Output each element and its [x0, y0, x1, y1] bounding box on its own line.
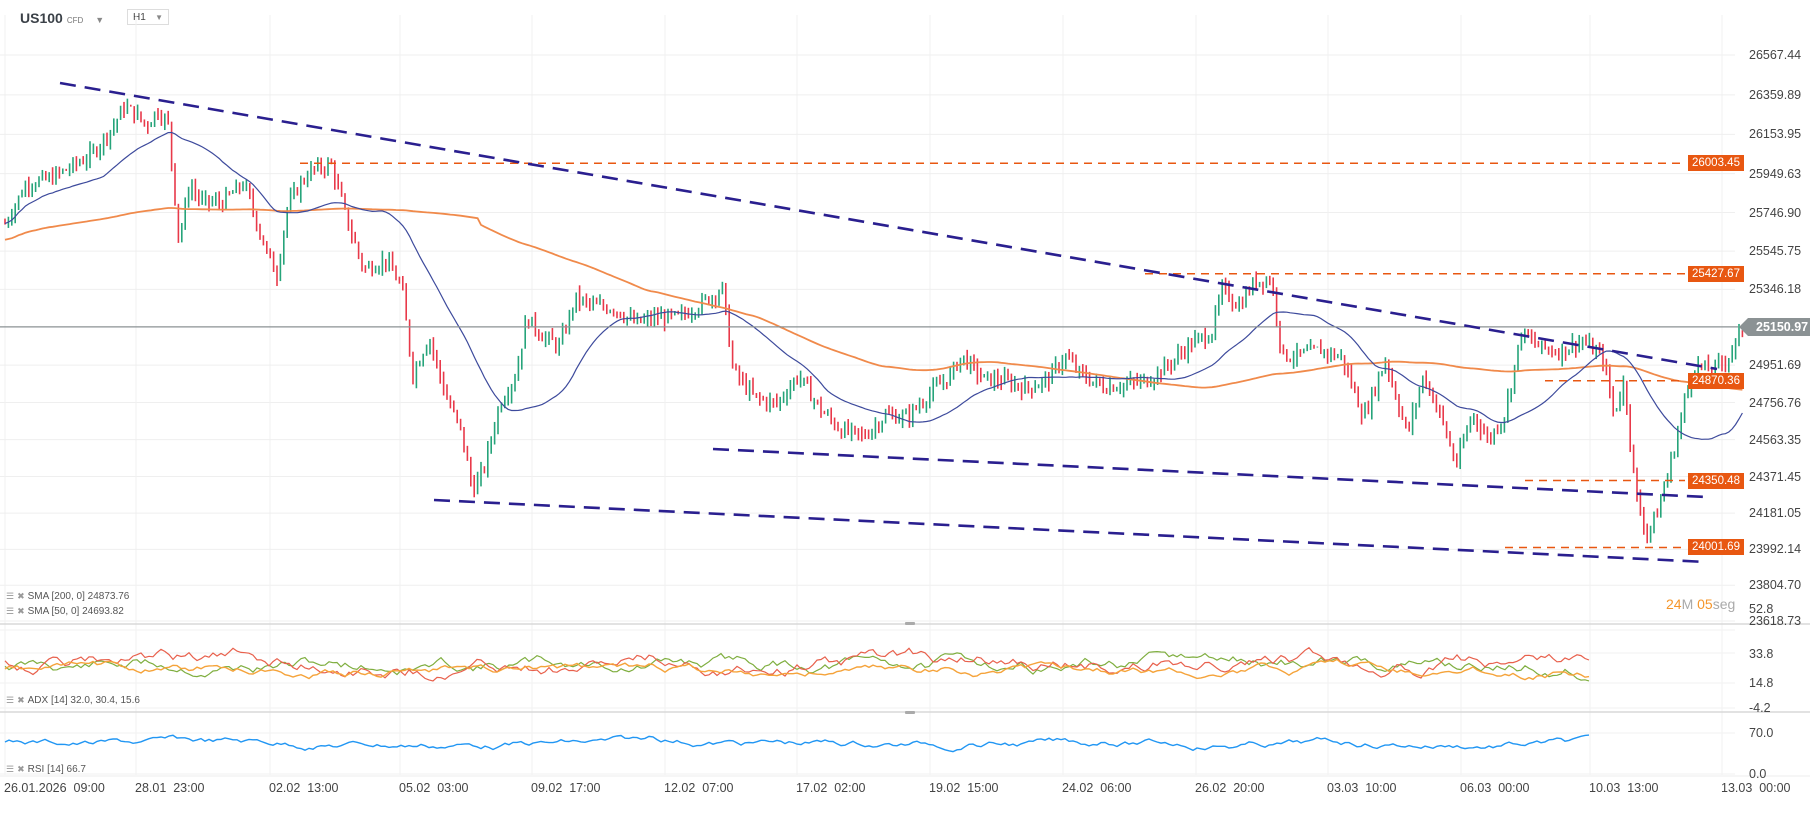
settings-icon[interactable]: ☰ — [6, 764, 15, 774]
legend-adx[interactable]: ☰ ✖ ADX [14] 32.0, 30.4, 15.6 — [6, 695, 140, 706]
settings-icon[interactable]: ☰ — [6, 606, 15, 616]
candle-countdown: 24M 05seg — [1666, 596, 1736, 612]
trendline — [59, 81, 1718, 371]
current-price-tag: 25150.97 — [1738, 317, 1810, 336]
adx-axis-label: 33.8 — [1749, 647, 1774, 661]
adx-axis-label: -4.2 — [1749, 701, 1771, 715]
legend-sma50[interactable]: ☰ ✖ SMA [50, 0] 24693.82 — [6, 606, 124, 617]
close-icon[interactable]: ✖ — [17, 606, 25, 616]
time-axis-label: 13.03 00:00 — [1721, 781, 1791, 795]
time-axis-label: 05.02 03:00 — [399, 781, 469, 795]
time-axis-label: 12.02 07:00 — [664, 781, 734, 795]
symbol-name: US100 — [20, 10, 63, 26]
time-axis-label: 09.02 17:00 — [531, 781, 601, 795]
trendline — [433, 498, 1707, 564]
price-axis-label: 26567.44 — [1749, 48, 1802, 62]
price-axis-label: 24563.35 — [1749, 432, 1802, 447]
price-level-tag[interactable]: 24001.69 — [1688, 539, 1744, 556]
price-level-tag[interactable]: 25427.67 — [1688, 265, 1744, 282]
symbol-type: CFD — [66, 16, 84, 25]
adx-axis-label: 52.8 — [1749, 602, 1774, 616]
time-axis-label: 19.02 15:00 — [929, 781, 999, 795]
price-axis-label: 25746.90 — [1749, 205, 1802, 220]
rsi-axis-label: 70.0 — [1749, 726, 1774, 740]
chart-toolbar: US100 CFD ▼ H1 ▼ — [0, 0, 1810, 34]
sma200-line — [4, 207, 1743, 391]
price-axis-label: 24371.45 — [1749, 469, 1802, 484]
close-icon[interactable]: ✖ — [17, 764, 25, 774]
price-axis-label: 23618.73 — [1749, 614, 1802, 628]
adx-axis-label: 14.8 — [1749, 676, 1774, 690]
price-axis-label: 23992.14 — [1749, 542, 1802, 557]
settings-icon[interactable]: ☰ — [6, 695, 15, 705]
price-axis-label: 23804.70 — [1749, 578, 1802, 593]
legend-sma200[interactable]: ☰ ✖ SMA [200, 0] 24873.76 — [6, 591, 130, 602]
time-axis-label: 17.02 02:00 — [796, 781, 866, 795]
time-axis-label: 28.01 23:00 — [135, 781, 205, 795]
price-axis-label: 26359.89 — [1749, 87, 1802, 102]
time-axis-label: 24.02 06:00 — [1062, 781, 1132, 795]
price-axis-label: 24181.05 — [1749, 506, 1802, 521]
time-axis-label: 10.03 13:00 — [1589, 781, 1659, 795]
settings-icon[interactable]: ☰ — [6, 591, 15, 601]
legend-rsi[interactable]: ☰ ✖ RSI [14] 66.7 — [6, 764, 86, 775]
trendline — [712, 447, 1707, 499]
time-axis-label: 26.02 20:00 — [1195, 781, 1265, 795]
price-level-tag[interactable]: 24350.48 — [1688, 472, 1744, 489]
timeframe-value: H1 — [133, 11, 146, 23]
sma50-line — [4, 131, 1743, 440]
price-axis-label: 24951.69 — [1749, 358, 1802, 373]
price-level-tag[interactable]: 26003.45 — [1688, 155, 1744, 172]
close-icon[interactable]: ✖ — [17, 591, 25, 601]
rsi-axis-label: 0.0 — [1749, 767, 1767, 781]
price-axis-label: 25346.18 — [1749, 282, 1802, 297]
time-axis-label: 02.02 13:00 — [269, 781, 339, 795]
time-axis-label: 03.03 10:00 — [1327, 781, 1397, 795]
price-axis-label: 25949.63 — [1749, 166, 1802, 181]
chevron-down-icon: ▼ — [95, 15, 105, 25]
price-axis-label: 24756.76 — [1749, 395, 1802, 410]
chevron-down-icon: ▼ — [155, 12, 163, 22]
time-axis-label: 06.03 00:00 — [1460, 781, 1530, 795]
symbol-selector[interactable]: US100 CFD ▼ — [20, 10, 104, 26]
timeframe-select[interactable]: H1 ▼ — [127, 9, 169, 25]
price-axis-label: 25545.75 — [1749, 244, 1802, 259]
close-icon[interactable]: ✖ — [17, 695, 25, 705]
price-axis-label: 26153.95 — [1749, 127, 1802, 142]
time-axis-label: 26.01.2026 09:00 — [4, 781, 105, 795]
price-level-tag[interactable]: 24870.36 — [1688, 372, 1744, 389]
